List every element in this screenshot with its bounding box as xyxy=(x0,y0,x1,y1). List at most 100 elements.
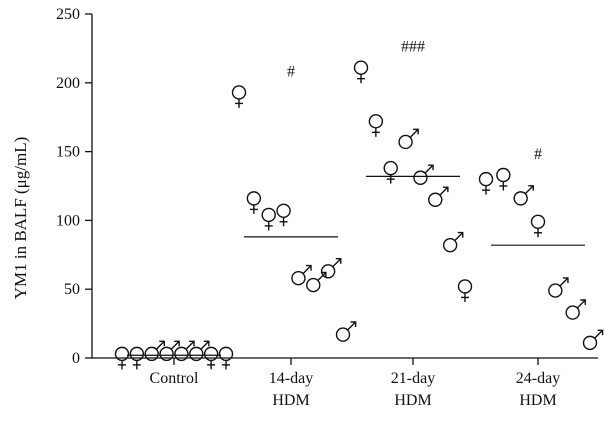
significance-mark: # xyxy=(287,63,295,80)
symbol-ring xyxy=(457,279,473,294)
symbol-ring xyxy=(398,134,413,150)
male-symbol-point xyxy=(189,340,210,362)
y-ticks: 0 50 100 150 200 250 xyxy=(56,6,92,367)
symbol-arrow-head xyxy=(335,258,342,264)
symbol-arrow-head xyxy=(306,264,312,271)
symbol-ring xyxy=(565,305,580,320)
symbol-arrow-shaft xyxy=(409,128,419,138)
symbol-arrow-shaft xyxy=(454,232,464,242)
symbol-arrow-shaft xyxy=(200,340,210,350)
y-tick-label: 200 xyxy=(56,75,80,92)
male-symbol-point xyxy=(442,231,464,253)
symbol-ring xyxy=(231,85,247,100)
symbol-ring xyxy=(353,60,369,75)
symbol-ring xyxy=(548,283,563,298)
symbol-arrow-shaft xyxy=(576,299,586,309)
symbol-arrow-shaft xyxy=(155,340,165,350)
data-points xyxy=(114,60,604,370)
x-tick-label: HDM xyxy=(519,392,556,409)
female-symbol-point xyxy=(383,160,398,184)
symbol-arrow-head xyxy=(562,277,569,283)
male-symbol-point xyxy=(565,299,586,320)
symbol-arrow-shaft xyxy=(185,340,195,350)
symbol-arrow-head xyxy=(428,164,434,171)
symbol-ring xyxy=(159,346,174,362)
symbol-ring xyxy=(291,270,306,286)
male-symbol-point xyxy=(144,340,166,362)
female-symbol-point xyxy=(368,114,384,137)
y-tick-label: 100 xyxy=(56,212,80,229)
female-symbol-point xyxy=(129,346,145,370)
y-axis-label: YM1 in BALF (μg/mL) xyxy=(11,137,30,300)
x-tick-label: HDM xyxy=(272,392,309,409)
symbol-ring xyxy=(383,160,398,176)
male-symbol-point xyxy=(291,264,312,286)
symbol-ring xyxy=(189,346,204,362)
x-tick-label: 24-day xyxy=(516,370,560,387)
symbol-arrow-shaft xyxy=(347,321,357,331)
symbol-ring xyxy=(306,277,321,293)
symbol-ring xyxy=(413,170,428,185)
symbol-arrow-shaft xyxy=(332,258,342,268)
x-tick-label: HDM xyxy=(394,392,431,409)
significance-marks: ##### xyxy=(287,39,542,163)
male-symbol-point xyxy=(159,340,180,362)
symbol-arrow-shaft xyxy=(302,265,312,275)
female-symbol-point xyxy=(231,85,247,108)
symbol-ring xyxy=(320,264,336,279)
male-symbol-point xyxy=(582,329,604,351)
female-symbol-point xyxy=(478,171,494,195)
y-tick-label: 150 xyxy=(56,144,80,161)
male-symbol-point xyxy=(413,164,434,185)
symbol-ring xyxy=(276,203,291,218)
axes xyxy=(91,14,598,359)
x-tick-label: 21-day xyxy=(391,370,435,387)
male-symbol-point xyxy=(306,271,327,293)
symbol-arrow-head xyxy=(174,340,180,347)
female-symbol-point xyxy=(203,346,219,370)
symbol-ring xyxy=(478,171,494,187)
y-tick-label: 50 xyxy=(64,281,80,298)
x-ticks: Control 14-day HDM 21-day HDM 24-day HDM xyxy=(150,358,560,409)
female-symbol-point xyxy=(530,214,546,238)
symbol-arrow-head xyxy=(189,340,195,347)
male-symbol-point xyxy=(335,321,357,342)
symbol-arrow-head xyxy=(597,329,604,336)
female-symbol-point xyxy=(496,167,511,191)
significance-mark: ### xyxy=(401,39,425,56)
symbol-arrow-shaft xyxy=(524,185,534,195)
symbol-ring xyxy=(530,214,546,229)
symbol-arrow-head xyxy=(528,185,534,191)
male-symbol-point xyxy=(513,185,534,206)
male-symbol-point xyxy=(174,340,195,362)
male-symbol-point xyxy=(428,186,449,207)
symbol-ring xyxy=(335,327,351,342)
x-tick-label: Control xyxy=(150,370,199,387)
symbol-ring xyxy=(582,335,598,351)
male-symbol-point xyxy=(320,258,342,279)
symbol-ring xyxy=(246,191,262,206)
male-symbol-point xyxy=(398,128,419,150)
symbol-arrow-head xyxy=(580,299,586,305)
symbol-ring xyxy=(368,114,384,129)
symbol-arrow-head xyxy=(350,321,357,328)
symbol-arrow-shaft xyxy=(439,186,449,196)
symbol-ring xyxy=(513,191,528,206)
symbol-arrow-head xyxy=(159,340,166,347)
symbol-ring xyxy=(144,346,159,362)
symbol-ring xyxy=(428,192,443,207)
x-tick-label: 14-day xyxy=(269,370,313,387)
female-symbol-point xyxy=(276,203,291,227)
y-tick-label: 0 xyxy=(72,350,80,367)
female-symbol-point xyxy=(457,279,473,302)
symbol-ring xyxy=(496,167,511,183)
male-symbol-point xyxy=(548,277,569,298)
significance-mark: # xyxy=(534,146,542,163)
symbol-ring xyxy=(442,237,458,253)
symbol-arrow-shaft xyxy=(317,271,327,281)
symbol-arrow-shaft xyxy=(594,329,604,339)
symbol-ring xyxy=(261,207,276,223)
female-symbol-point xyxy=(246,191,262,214)
symbol-arrow-head xyxy=(442,186,449,193)
